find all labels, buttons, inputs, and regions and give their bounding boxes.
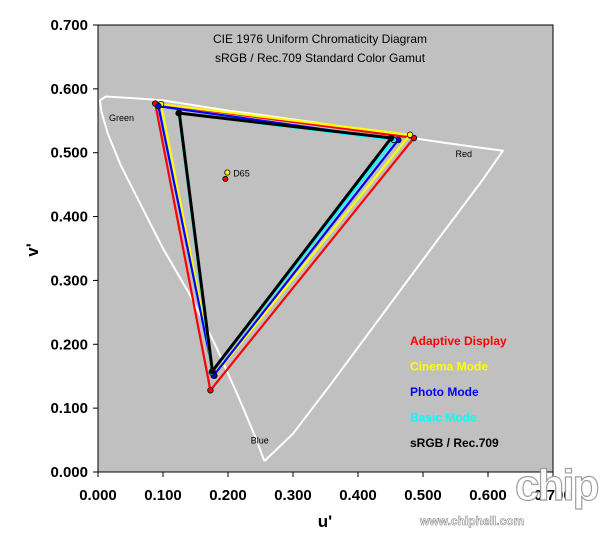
y-tick-label: 0.700 xyxy=(50,17,88,34)
chart-subtitle: sRGB / Rec.709 Standard Color Gamut xyxy=(215,51,426,65)
chart-title: CIE 1976 Uniform Chromaticity Diagram xyxy=(213,32,427,46)
x-tick-label: 0.300 xyxy=(274,487,312,504)
legend-entry: Adaptive Display xyxy=(410,334,507,348)
white-point-marker xyxy=(224,169,231,176)
legend-entry: sRGB / Rec.709 xyxy=(410,436,499,450)
y-tick-label: 0.300 xyxy=(50,272,88,289)
watermark: chip hell www.chiphell.com xyxy=(419,460,600,528)
white-point-marker xyxy=(222,175,229,182)
region-label: Blue xyxy=(251,435,269,445)
gamut-triangle xyxy=(157,105,400,377)
legend: Adaptive Display Cinema Mode Photo Mode Bas… xyxy=(410,334,507,450)
gamut-vertex-point xyxy=(155,102,162,110)
spectral-locus-group xyxy=(99,95,504,462)
gamut-vertex-point xyxy=(406,131,414,139)
x-tick-label: 0.500 xyxy=(404,487,442,504)
legend-entry: Basic Mode xyxy=(410,411,477,425)
gamut-triangle xyxy=(154,102,415,392)
region-labels: Green Red Blue D65 xyxy=(109,113,472,445)
y-tick-label: 0.000 xyxy=(50,464,88,481)
x-tick-label: 0.700 xyxy=(534,487,572,504)
y-tick-label: 0.500 xyxy=(50,145,88,162)
gamut-triangle xyxy=(177,111,393,373)
x-tick-label: 0.200 xyxy=(209,487,247,504)
spectral-locus xyxy=(99,95,504,462)
gamut-triangle xyxy=(160,103,412,377)
y-tick-label: 0.200 xyxy=(50,336,88,353)
watermark-url: www.chiphell.com xyxy=(419,514,524,528)
gamut-vertex-point xyxy=(209,367,216,375)
y-tick-label: 0.600 xyxy=(50,81,88,98)
gamut-vertex-point xyxy=(207,387,214,394)
region-label: Green xyxy=(109,113,134,123)
x-tick-label: 0.000 xyxy=(79,487,117,504)
x-tick-label: 0.600 xyxy=(469,487,507,504)
x-axis-title: u' xyxy=(318,512,332,531)
y-tick-label: 0.100 xyxy=(50,400,88,417)
gamut-vertex-point xyxy=(387,134,395,142)
x-tick-label: 0.400 xyxy=(339,487,377,504)
series-group xyxy=(151,100,418,394)
watermark-logo: chip hell xyxy=(515,461,600,510)
y-axis-title: v' xyxy=(23,243,42,257)
x-tick-label: 0.100 xyxy=(144,487,182,504)
gamut-vertex-point xyxy=(176,109,183,117)
region-label: Red xyxy=(456,149,473,159)
y-tick-label: 0.400 xyxy=(50,209,88,226)
region-label: D65 xyxy=(233,168,250,178)
legend-entry: Cinema Mode xyxy=(410,360,488,374)
axes: 0.000 0.100 0.200 0.300 0.400 0.500 0.600 0.700… xyxy=(50,17,571,504)
legend-entry: Photo Mode xyxy=(410,385,479,399)
